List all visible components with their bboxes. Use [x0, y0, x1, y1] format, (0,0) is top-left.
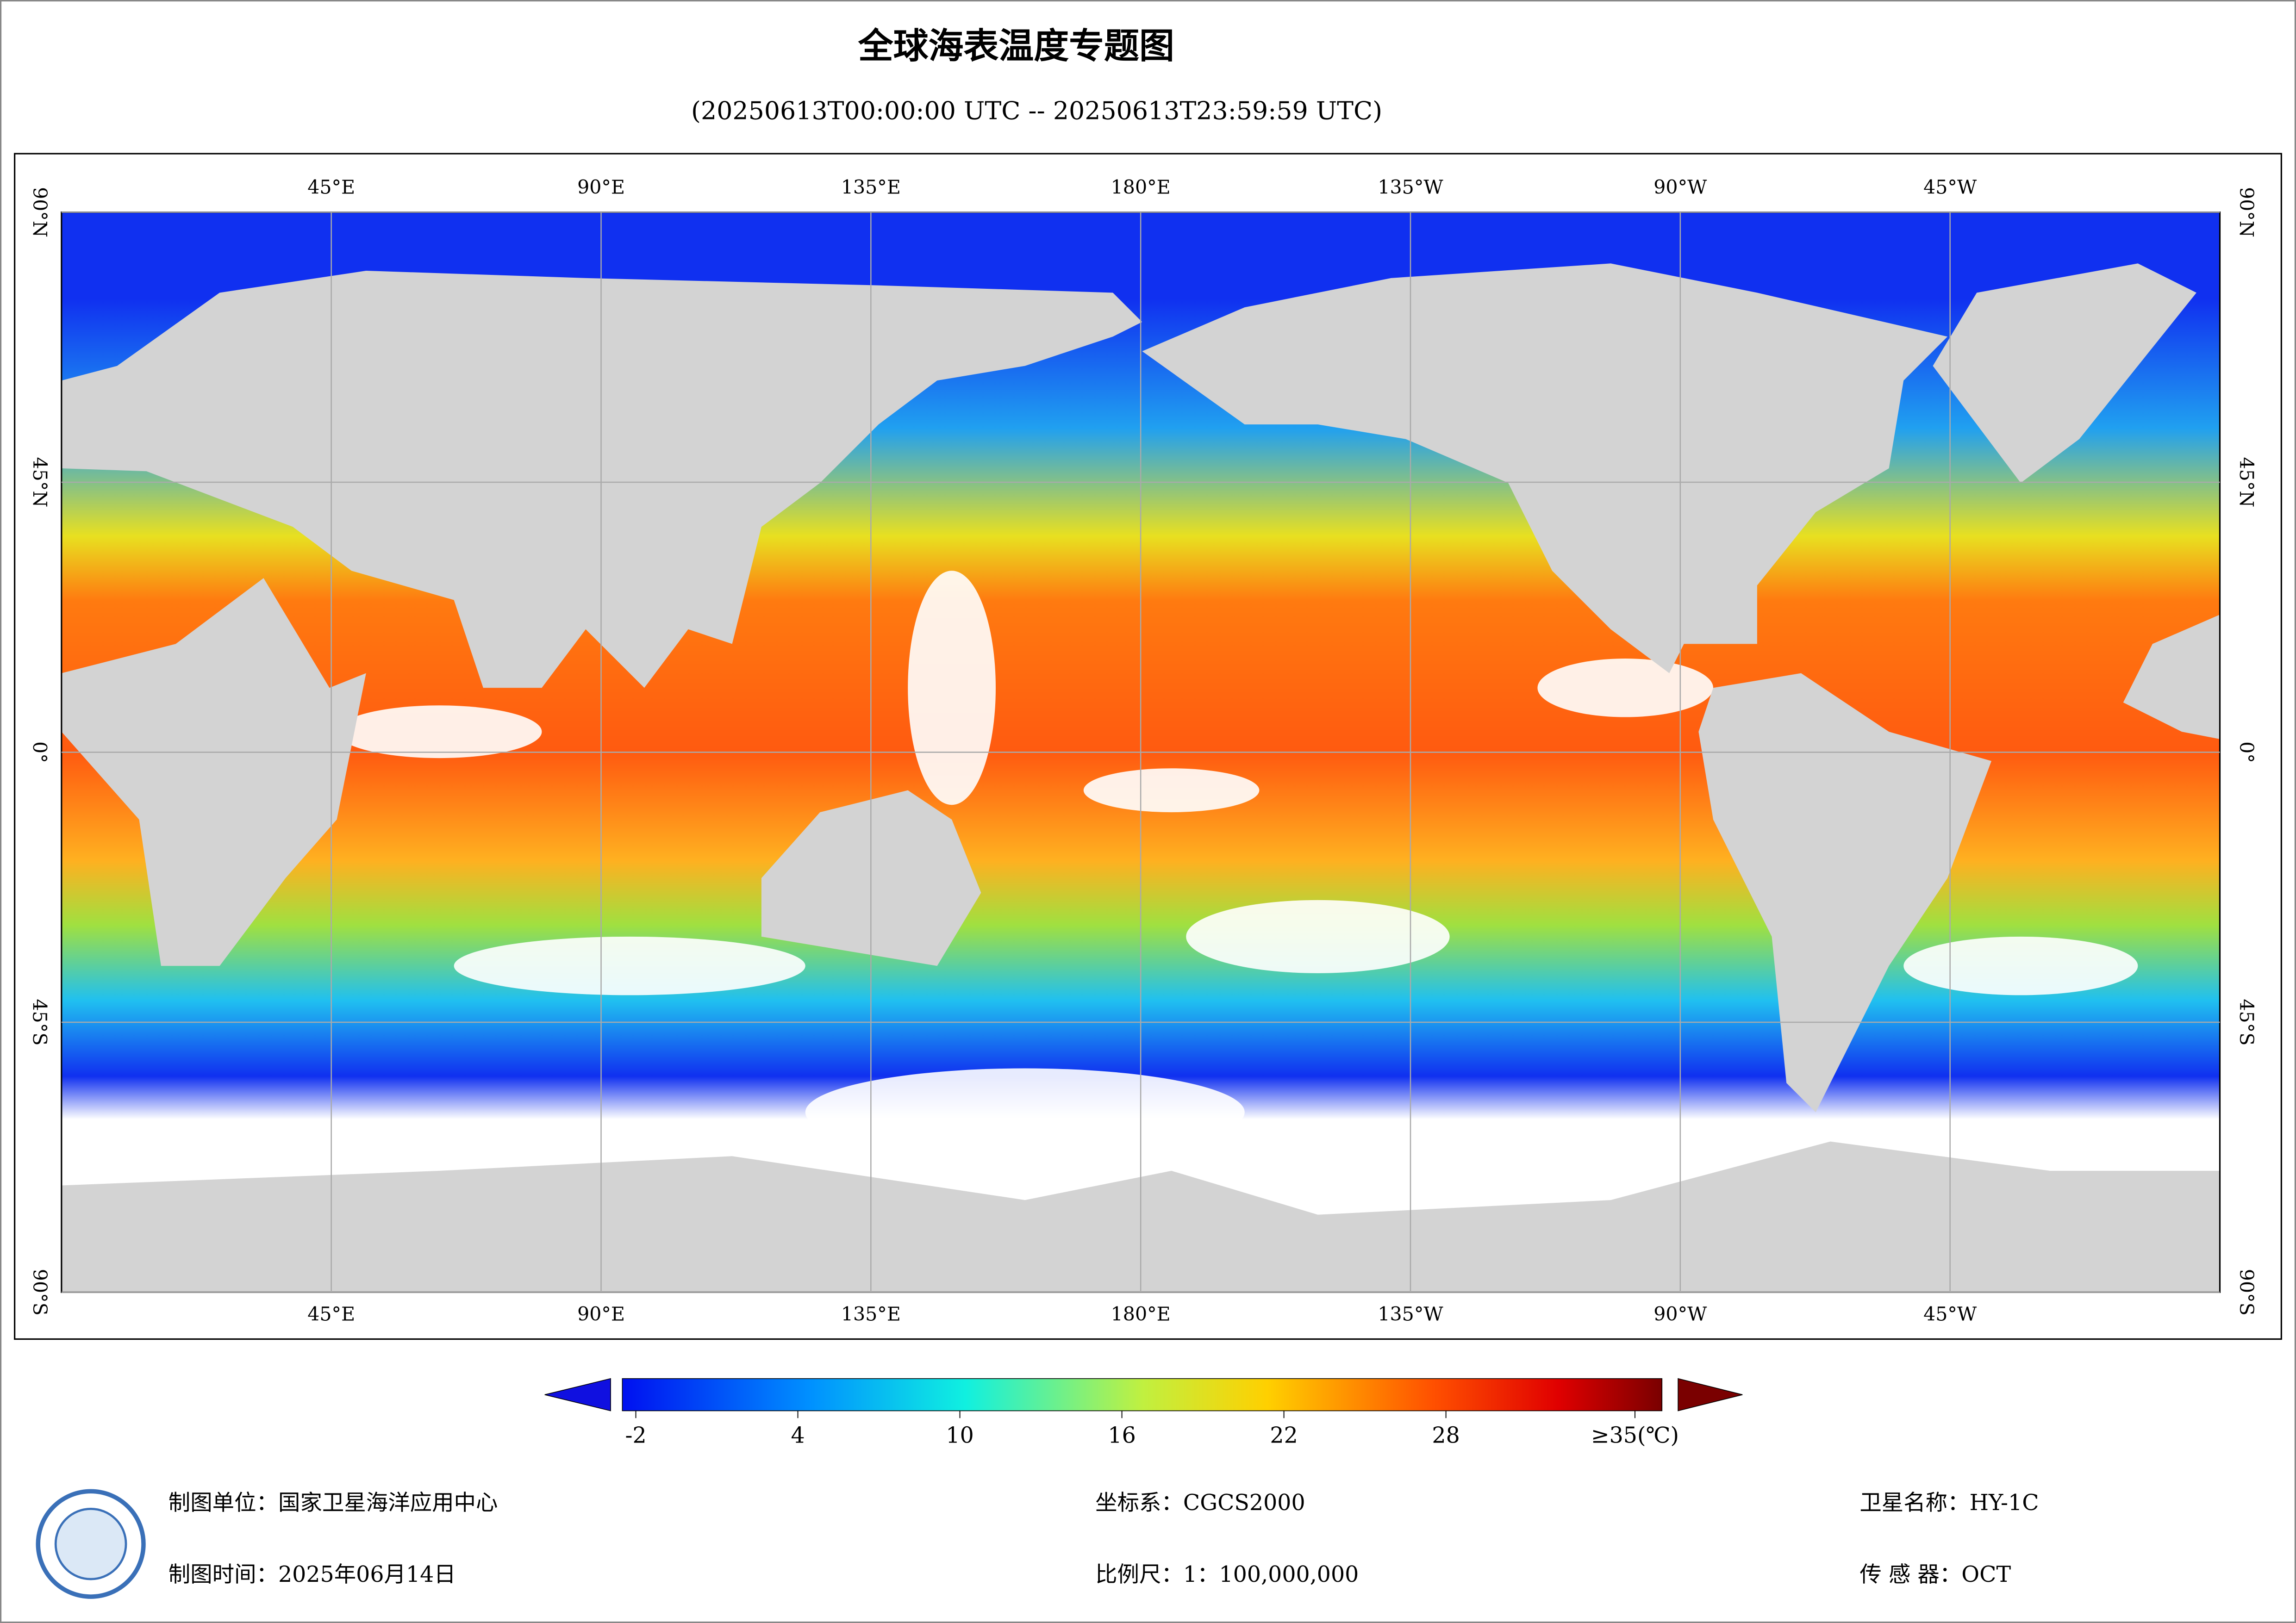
footer-scale: 比例尺：1：100,000,000: [1095, 1562, 1359, 1587]
footer-satellite: 卫星名称：HY-1C: [1859, 1490, 2039, 1516]
lon-label-bottom: 90°E: [577, 1303, 625, 1325]
map: [61, 211, 2221, 1293]
lat-label-right: 90°N: [2235, 187, 2258, 237]
lat-label-left: 90°N: [29, 187, 51, 237]
lon-label-top: 90°W: [1653, 176, 1707, 198]
lat-label-left: 90°S: [29, 1269, 51, 1316]
lat-label-right: 90°S: [2235, 1269, 2258, 1316]
title: 全球海表温度专题图: [858, 25, 1174, 66]
footer-date: 制图时间：2025年06月14日: [168, 1562, 456, 1587]
colorbar-tick-label: 4: [791, 1423, 805, 1448]
lon-label-bottom: 45°W: [1923, 1303, 1977, 1325]
colorbar-tick-label: ≥35(℃): [1591, 1423, 1679, 1448]
lat-label-right: 45°N: [2235, 457, 2258, 508]
lat-label-right: 0°: [2235, 741, 2258, 763]
lon-label-top: 45°E: [307, 176, 355, 198]
lon-label-top: 180°E: [1111, 176, 1171, 198]
lon-label-top: 135°E: [841, 176, 901, 198]
lon-label-top: 90°E: [577, 176, 625, 198]
colorbar-tick-label: 22: [1270, 1423, 1298, 1448]
lon-label-bottom: 180°E: [1111, 1303, 1171, 1325]
colorbar-tick-label: -2: [625, 1423, 646, 1448]
footer-unit: 制图单位：国家卫星海洋应用中心: [168, 1490, 498, 1516]
lon-label-bottom: 90°W: [1653, 1303, 1707, 1325]
lon-label-top: 45°W: [1923, 176, 1977, 198]
lat-label-right: 45°S: [2235, 999, 2258, 1045]
lon-label-bottom: 135°E: [841, 1303, 901, 1325]
lon-label-bottom: 45°E: [307, 1303, 355, 1325]
colorbar-under-arrow: [544, 1378, 611, 1412]
logo-globe: [54, 1507, 127, 1580]
colorbar: [622, 1378, 1663, 1412]
lat-label-left: 45°S: [29, 999, 51, 1045]
subtitle: (20250613T00:00:00 UTC -- 20250613T23:59…: [691, 96, 1382, 125]
colorbar-over-arrow: [1678, 1378, 1743, 1412]
colorbar-tick-label: 28: [1432, 1423, 1460, 1448]
footer-sensor: 传 感 器：OCT: [1859, 1562, 2011, 1587]
lat-label-left: 45°N: [29, 457, 51, 508]
colorbar-tick-label: 10: [946, 1423, 973, 1448]
lon-label-top: 135°W: [1378, 176, 1443, 198]
colorbar-tick-label: 16: [1108, 1423, 1136, 1448]
footer-crs: 坐标系：CGCS2000: [1095, 1490, 1305, 1516]
lat-label-left: 0°: [29, 741, 51, 763]
lon-label-bottom: 135°W: [1378, 1303, 1443, 1325]
